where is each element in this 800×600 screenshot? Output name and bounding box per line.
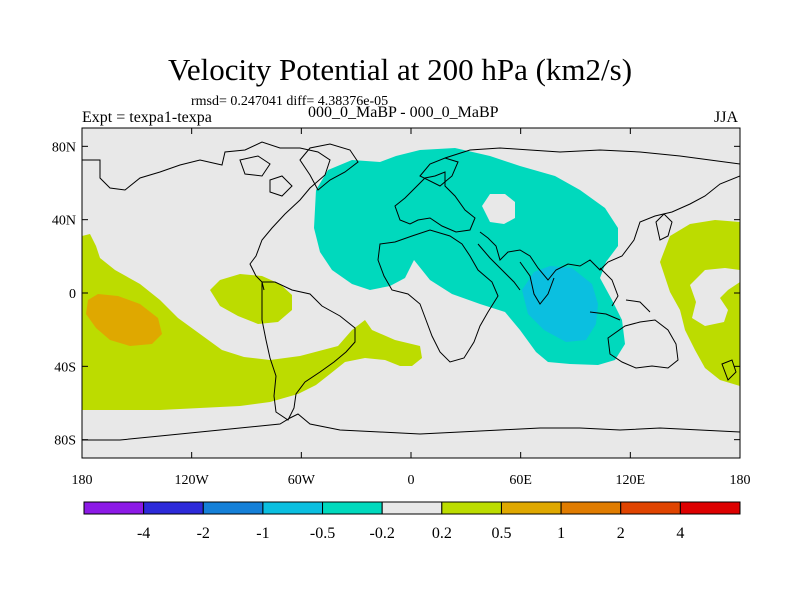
- y-tick-label-0: 80N: [52, 140, 76, 155]
- colorbar-box-1: [143, 501, 204, 515]
- colorbar-label-7: 1: [557, 525, 565, 542]
- y-tick-label-3: 40S: [54, 360, 76, 375]
- contour-south-atlantic-positive: [210, 274, 292, 324]
- coastline-arabia-india: [477, 243, 555, 305]
- colorbar-box-9: [620, 501, 681, 515]
- coastline-new-zealand: [721, 359, 737, 381]
- season-label: JJA: [714, 109, 739, 126]
- colorbar-box-0: [83, 501, 145, 515]
- coastline-japan: [655, 213, 673, 241]
- colorbar-label-5: 0.2: [432, 525, 452, 542]
- colorbar-label-4: -0.2: [370, 525, 395, 542]
- x-tick-label-3: 0: [408, 473, 415, 488]
- x-tick-label-6: 180: [730, 473, 751, 488]
- y-tick-label-2: 0: [69, 287, 76, 302]
- colorbar-label-6: 0.5: [491, 525, 511, 542]
- y-tick-label-1: 40N: [52, 214, 76, 229]
- colorbar-label-0: -4: [137, 525, 150, 542]
- coastline-south-america: [261, 281, 356, 421]
- colorbar-box-5: [381, 501, 443, 515]
- colorbar-box-8: [560, 501, 622, 515]
- colorbar-label-8: 2: [617, 525, 625, 542]
- x-tick-label-4: 60E: [509, 473, 532, 488]
- colorbar-box-7: [500, 501, 562, 515]
- colorbar-label-3: -0.5: [310, 525, 335, 542]
- contour-indian-ocean-negative: [522, 266, 598, 342]
- colorbar-box-6: [441, 501, 502, 515]
- case-label: 000_0_MaBP - 000_0_MaBP: [308, 104, 499, 121]
- x-tick-label-2: 60W: [288, 473, 316, 488]
- coastline-north-america: [82, 141, 331, 291]
- x-tick-label-0: 180: [72, 473, 93, 488]
- contour-eurasia-hole: [482, 194, 515, 224]
- colorbar-box-4: [322, 501, 383, 515]
- stats-label: rmsd= 0.247041 diff= 4.38376e-05: [191, 94, 389, 109]
- chart-title: Velocity Potential at 200 hPa (km2/s): [167, 52, 633, 87]
- coastline-canada-islands: [239, 155, 293, 197]
- coastline-europe: [394, 171, 476, 233]
- experiment-label: Expt = texpa1-texpa: [82, 109, 212, 126]
- coastline-greenland: [299, 143, 359, 191]
- y-tick-label-4: 80S: [54, 434, 76, 449]
- axes: 180 120W 60W 0 60E 120E 180 80N 40N 0 40S 80S: [52, 128, 751, 488]
- coastline-asia: [444, 147, 740, 281]
- colorbar-box-2: [202, 501, 264, 515]
- x-tick-label-1: 120W: [175, 473, 210, 488]
- coastlines: [82, 141, 740, 441]
- coastline-africa: [377, 229, 499, 363]
- colorbar-box-3: [262, 501, 324, 515]
- colorbar: -4 -2 -1 -0.5 -0.2 0.2 0.5 1 2 4: [83, 501, 741, 542]
- coastline-australia: [607, 319, 679, 369]
- coastline-antarctica: [82, 413, 740, 441]
- colorbar-label-9: 4: [676, 525, 684, 542]
- x-tick-label-5: 120E: [616, 473, 646, 488]
- contour-west-pacific-hole: [690, 268, 740, 326]
- colorbar-label-1: -2: [197, 525, 210, 542]
- colorbar-box-10: [679, 501, 741, 515]
- coastline-scandinavia: [419, 157, 459, 187]
- contour-fills: [82, 148, 740, 410]
- colorbar-label-2: -1: [256, 525, 269, 542]
- contour-central-pacific-strong: [86, 294, 162, 346]
- contour-pacific-positive: [82, 234, 422, 410]
- coastline-southeast-asia: [589, 267, 651, 321]
